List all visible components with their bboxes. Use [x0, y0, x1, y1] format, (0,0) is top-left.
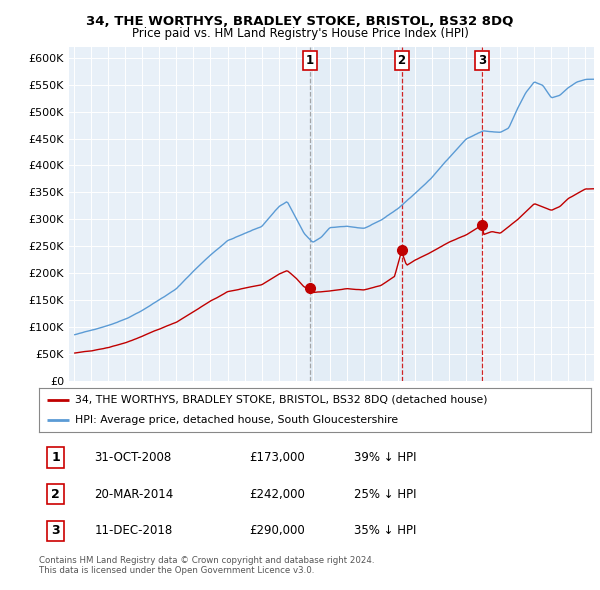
Text: Contains HM Land Registry data © Crown copyright and database right 2024.: Contains HM Land Registry data © Crown c…	[39, 556, 374, 565]
Bar	[310, 47, 482, 381]
Text: HPI: Average price, detached house, South Gloucestershire: HPI: Average price, detached house, Sout…	[75, 415, 398, 425]
Text: 1: 1	[306, 54, 314, 67]
Text: £173,000: £173,000	[249, 451, 305, 464]
Text: 1: 1	[51, 451, 60, 464]
Text: 20-MAR-2014: 20-MAR-2014	[94, 487, 173, 501]
Text: 3: 3	[51, 525, 60, 537]
Text: 35% ↓ HPI: 35% ↓ HPI	[353, 525, 416, 537]
Text: 2: 2	[397, 54, 406, 67]
Text: 31-OCT-2008: 31-OCT-2008	[94, 451, 172, 464]
Text: 34, THE WORTHYS, BRADLEY STOKE, BRISTOL, BS32 8DQ (detached house): 34, THE WORTHYS, BRADLEY STOKE, BRISTOL,…	[75, 395, 487, 405]
Text: 34, THE WORTHYS, BRADLEY STOKE, BRISTOL, BS32 8DQ: 34, THE WORTHYS, BRADLEY STOKE, BRISTOL,…	[86, 15, 514, 28]
Text: 25% ↓ HPI: 25% ↓ HPI	[353, 487, 416, 501]
Text: This data is licensed under the Open Government Licence v3.0.: This data is licensed under the Open Gov…	[39, 566, 314, 575]
Text: 11-DEC-2018: 11-DEC-2018	[94, 525, 172, 537]
Text: £242,000: £242,000	[249, 487, 305, 501]
Text: 2: 2	[51, 487, 60, 501]
Text: 3: 3	[478, 54, 486, 67]
Text: Price paid vs. HM Land Registry's House Price Index (HPI): Price paid vs. HM Land Registry's House …	[131, 27, 469, 40]
Text: 39% ↓ HPI: 39% ↓ HPI	[353, 451, 416, 464]
Text: £290,000: £290,000	[249, 525, 305, 537]
